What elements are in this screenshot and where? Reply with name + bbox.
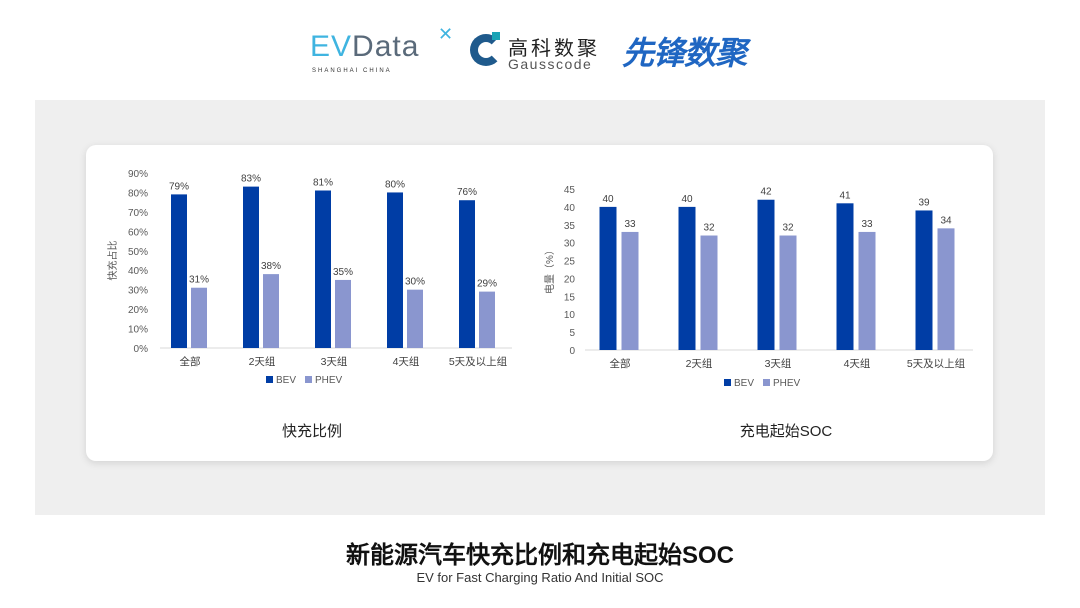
xianfeng-logo: 先锋数聚 bbox=[622, 35, 747, 71]
data-label: 81% bbox=[313, 178, 333, 189]
bar-bev bbox=[915, 210, 933, 350]
y-tick-label: 20 bbox=[564, 274, 576, 285]
bar-bev bbox=[757, 199, 775, 350]
legend-swatch-bev bbox=[266, 376, 273, 383]
y-tick-label: 60% bbox=[128, 227, 148, 238]
data-label: 31% bbox=[189, 275, 209, 286]
chart-title: 充电起始SOC bbox=[740, 423, 833, 440]
data-label: 76% bbox=[457, 187, 477, 198]
gausscode-square-icon bbox=[492, 32, 500, 40]
bar-phev bbox=[335, 279, 351, 348]
page-subtitle: EV for Fast Charging Ratio And Initial S… bbox=[416, 570, 664, 585]
data-label: 38% bbox=[261, 261, 281, 272]
bar-bev bbox=[171, 194, 187, 348]
bar-phev bbox=[407, 289, 423, 348]
data-label: 40 bbox=[681, 194, 693, 205]
y-tick-label: 70% bbox=[128, 208, 148, 219]
bar-phev bbox=[621, 231, 639, 350]
gausscode-cn: 高科数聚 bbox=[508, 38, 600, 60]
bar-bev bbox=[459, 200, 475, 348]
data-label: 83% bbox=[241, 174, 261, 185]
bar-phev bbox=[191, 287, 207, 348]
bar-phev bbox=[858, 231, 876, 350]
data-label: 35% bbox=[333, 267, 353, 278]
legend-label-bev: BEV bbox=[734, 378, 754, 389]
legend-label-bev: BEV bbox=[276, 375, 296, 386]
y-tick-label: 45 bbox=[564, 185, 576, 196]
y-tick-label: 90% bbox=[128, 169, 148, 180]
chart-title: 快充比例 bbox=[282, 423, 342, 440]
y-tick-label: 50% bbox=[128, 247, 148, 258]
y-tick-label: 80% bbox=[128, 188, 148, 199]
x-tick-label: 全部 bbox=[180, 355, 201, 368]
legend-label-phev: PHEV bbox=[315, 375, 343, 386]
bar-phev bbox=[479, 291, 495, 348]
data-label: 32 bbox=[782, 223, 794, 234]
data-label: 33 bbox=[624, 219, 636, 230]
logo-bar: EVData ✕ SHANGHAI CHINA 高科数聚 Gausscode 先… bbox=[0, 24, 1080, 74]
y-tick-label: 5 bbox=[569, 328, 575, 339]
data-label: 39 bbox=[918, 197, 930, 208]
y-tick-label: 0 bbox=[569, 346, 575, 357]
legend-label-phev: PHEV bbox=[773, 378, 801, 389]
y-tick-label: 35 bbox=[564, 221, 576, 232]
bar-bev bbox=[315, 190, 331, 348]
y-axis-label: 快充占比 bbox=[106, 241, 119, 281]
legend-swatch-phev bbox=[763, 379, 770, 386]
y-tick-label: 10 bbox=[564, 310, 576, 321]
bar-bev bbox=[599, 206, 617, 350]
y-tick-label: 15 bbox=[564, 292, 576, 303]
evdata-logo: EVData ✕ SHANGHAI CHINA bbox=[310, 24, 453, 74]
x-tick-label: 4天组 bbox=[844, 357, 871, 370]
x-tick-label: 2天组 bbox=[249, 355, 276, 368]
data-label: 30% bbox=[405, 277, 425, 288]
bar-phev bbox=[779, 235, 797, 350]
data-label: 29% bbox=[477, 279, 497, 290]
bar-phev bbox=[700, 235, 718, 350]
data-label: 80% bbox=[385, 179, 405, 190]
bar-bev bbox=[836, 203, 854, 350]
x-tick-label: 3天组 bbox=[765, 357, 792, 370]
data-label: 42 bbox=[760, 187, 772, 198]
bar-phev bbox=[937, 228, 955, 350]
evdata-logo-x: ✕ bbox=[438, 24, 455, 44]
data-label: 40 bbox=[602, 194, 614, 205]
bar-bev bbox=[243, 186, 259, 348]
legend-swatch-phev bbox=[305, 376, 312, 383]
x-tick-label: 5天及以上组 bbox=[907, 357, 966, 370]
y-tick-label: 0% bbox=[134, 344, 149, 355]
y-axis-label: 电量（%） bbox=[543, 245, 556, 294]
x-tick-label: 5天及以上组 bbox=[449, 355, 508, 368]
y-tick-label: 30% bbox=[128, 286, 148, 297]
y-tick-label: 25 bbox=[564, 257, 576, 268]
data-label: 32 bbox=[703, 223, 715, 234]
bar-phev bbox=[263, 274, 279, 348]
data-label: 41 bbox=[839, 190, 851, 201]
x-tick-label: 3天组 bbox=[321, 355, 348, 368]
y-tick-label: 40 bbox=[564, 203, 576, 214]
x-tick-label: 2天组 bbox=[686, 357, 713, 370]
y-tick-label: 30 bbox=[564, 239, 576, 250]
gausscode-mark-icon bbox=[470, 34, 502, 66]
y-tick-label: 40% bbox=[128, 266, 148, 277]
legend-swatch-bev bbox=[724, 379, 731, 386]
y-tick-label: 10% bbox=[128, 325, 148, 336]
y-tick-label: 20% bbox=[128, 305, 148, 316]
evdata-logo-ev: EV bbox=[310, 30, 353, 63]
x-tick-label: 4天组 bbox=[393, 355, 420, 368]
data-label: 34 bbox=[940, 215, 952, 226]
evdata-logo-data: Data bbox=[352, 30, 420, 63]
gausscode-en: Gausscode bbox=[508, 56, 593, 72]
bar-bev bbox=[678, 206, 696, 350]
evdata-logo-sub: SHANGHAI CHINA bbox=[312, 68, 392, 74]
x-tick-label: 全部 bbox=[610, 357, 631, 370]
data-label: 33 bbox=[861, 219, 873, 230]
data-label: 79% bbox=[169, 181, 189, 192]
bar-bev bbox=[387, 192, 403, 348]
page-title: 新能源汽车快充比例和充电起始SOC bbox=[345, 542, 734, 569]
